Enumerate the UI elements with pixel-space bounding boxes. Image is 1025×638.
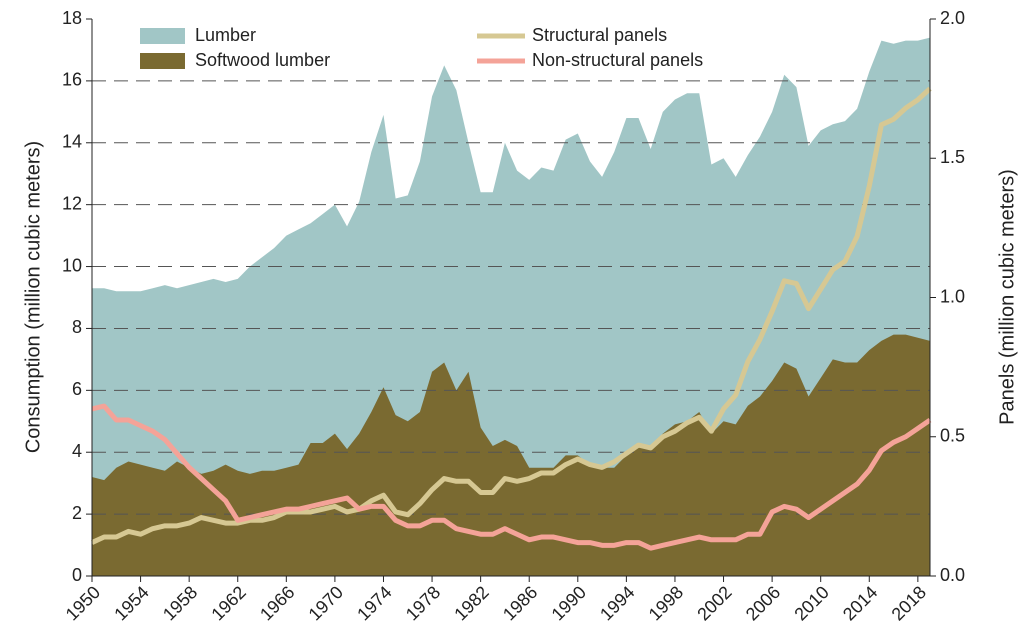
legend-label: Non-structural panels [532, 50, 703, 70]
legend-label: Structural panels [532, 25, 667, 45]
x-tick-label: 1962 [207, 582, 249, 624]
y-tick-label: 14 [62, 132, 82, 152]
x-tick-label: 2018 [888, 582, 930, 624]
x-tick-label: 2002 [693, 582, 735, 624]
area [92, 334, 930, 576]
x-tick-label: 1974 [353, 582, 395, 624]
y2-tick-label: 1.5 [940, 147, 965, 167]
line [91, 403, 932, 551]
x-tick-label: 1990 [548, 582, 590, 624]
x-tick-label: 1958 [159, 582, 201, 624]
line [90, 86, 932, 545]
x-tick-label: 1998 [645, 582, 687, 624]
y-tick-label: 6 [72, 379, 82, 399]
y2-tick-label: 2.0 [940, 8, 965, 28]
y2-tick-label: 0.5 [940, 426, 965, 446]
y-axis-label: Consumption (million cubic meters) [22, 141, 44, 453]
x-tick-label: 1970 [305, 582, 347, 624]
x-tick-label: 2010 [790, 582, 832, 624]
x-tick-label: 1994 [596, 582, 638, 624]
y-tick-label: 8 [72, 317, 82, 337]
y2-tick-label: 1.0 [940, 286, 965, 306]
legend-label: Softwood lumber [195, 50, 330, 70]
legend-label: Lumber [195, 25, 256, 45]
y-tick-label: 18 [62, 8, 82, 28]
x-tick-label: 1950 [62, 582, 104, 624]
x-tick-label: 1978 [402, 582, 444, 624]
y-tick-label: 4 [72, 441, 82, 461]
x-tick-label: 1986 [499, 582, 541, 624]
x-tick-label: 1982 [450, 582, 492, 624]
y-tick-label: 2 [72, 503, 82, 523]
legend-swatch [140, 28, 185, 44]
x-tick-label: 2014 [839, 582, 881, 624]
y-tick-label: 12 [62, 193, 82, 213]
legend-swatch [140, 53, 185, 69]
x-tick-label: 1954 [110, 582, 152, 624]
plot-area [90, 37, 932, 577]
x-tick-label: 1966 [256, 582, 298, 624]
y2-axis-label: Panels (million cubic meters) [996, 169, 1018, 425]
y-tick-label: 0 [72, 565, 82, 585]
y-tick-label: 16 [62, 70, 82, 90]
y2-tick-label: 0.0 [940, 565, 965, 585]
x-tick-label: 2006 [742, 582, 784, 624]
y-tick-label: 10 [62, 255, 82, 275]
